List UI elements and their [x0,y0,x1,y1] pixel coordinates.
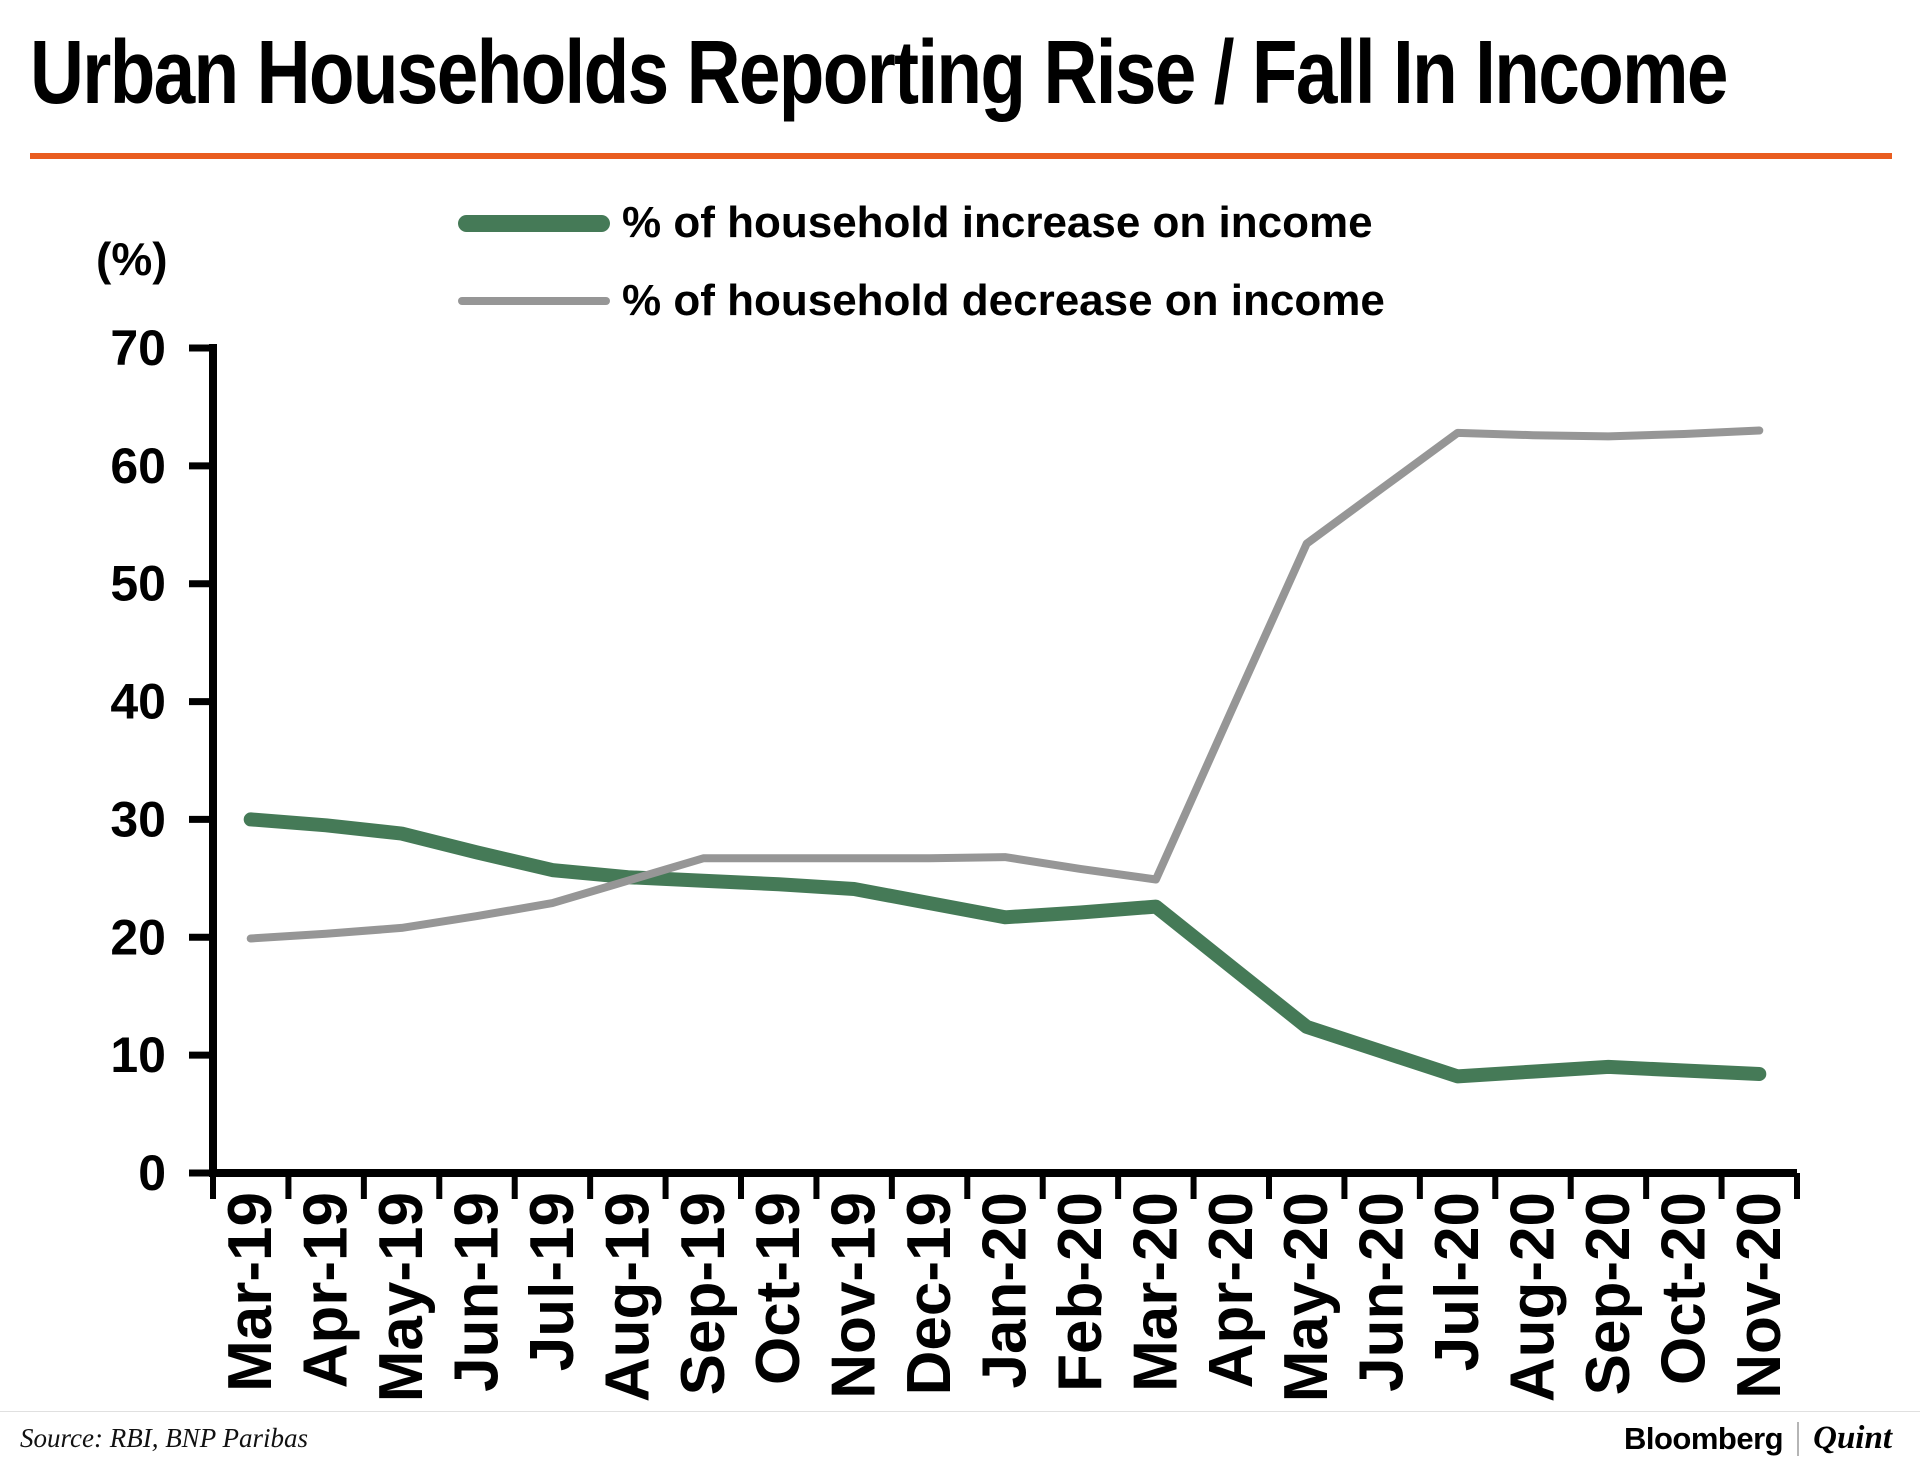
decrease-line-swatch [458,297,610,305]
quint-logo-text: Quint [1813,1420,1892,1456]
x-axis-month-label: Jun-19 [443,1192,512,1392]
x-axis-month-label: Oct-20 [1649,1192,1718,1385]
legend-item-decrease: % of household decrease on income [458,276,1385,326]
y-axis-tick-label: 20 [110,909,166,965]
x-axis-month-label: May-19 [367,1192,436,1402]
x-axis-month-label: Mar-19 [216,1192,285,1392]
x-axis-month-label: Dec-19 [895,1192,964,1395]
y-axis-tick-label: 10 [110,1027,166,1083]
increase-line-swatch [458,214,610,232]
bloomberg-logo-text: Bloomberg [1624,1420,1784,1456]
x-axis-month-label: Oct-19 [744,1192,813,1385]
footer: Source: RBI, BNP Paribas Bloomberg Quint [0,1411,1920,1465]
x-axis-month-label: May-20 [1272,1192,1341,1402]
x-axis-month-label: Mar-20 [1121,1192,1190,1392]
y-axis-tick-label: 60 [110,438,166,494]
x-axis-month-label: Jun-20 [1348,1192,1417,1392]
x-axis-month-label: Jul-20 [1423,1192,1492,1371]
increase-series-line [243,812,1767,1084]
publisher-logo: Bloomberg Quint [1624,1420,1892,1457]
x-axis-month-label: Aug-19 [593,1192,662,1402]
y-axis-tick-label: 0 [138,1145,166,1201]
source-note: Source: RBI, BNP Paribas [20,1423,308,1453]
y-axis-unit-label: (%) [96,233,168,285]
legend-label-increase: % of household increase on income [622,198,1373,247]
x-axis-month-label: Feb-20 [1046,1192,1115,1392]
x-axis-month-label: Sep-19 [669,1192,738,1395]
x-axis-month-label: Nov-19 [820,1192,889,1399]
y-axis-tick-label: 50 [110,556,166,612]
y-axis-tick-label: 40 [110,674,166,730]
logo-divider [1797,1421,1800,1456]
legend-label-decrease: % of household decrease on income [622,276,1385,325]
x-axis-month-label: Apr-20 [1197,1192,1266,1388]
x-axis-month-label: Sep-20 [1574,1192,1643,1395]
x-axis-month-label: Aug-20 [1499,1192,1568,1402]
legend-item-increase: % of household increase on income [458,198,1385,248]
chart-legend: % of household increase on income % of h… [458,198,1385,326]
title-accent-rule [30,153,1892,159]
decrease-series-line [246,426,1764,943]
y-axis-tick-label: 30 [110,791,166,847]
x-axis-month-label: Nov-20 [1725,1192,1794,1399]
x-axis-month-label: Apr-19 [292,1192,361,1388]
x-axis-month-label: Jan-20 [971,1192,1040,1388]
page-title: Urban Households Reporting Rise / Fall I… [30,23,1728,123]
y-axis-tick-label: 70 [110,320,166,376]
x-axis-month-label: Jul-19 [518,1192,587,1371]
